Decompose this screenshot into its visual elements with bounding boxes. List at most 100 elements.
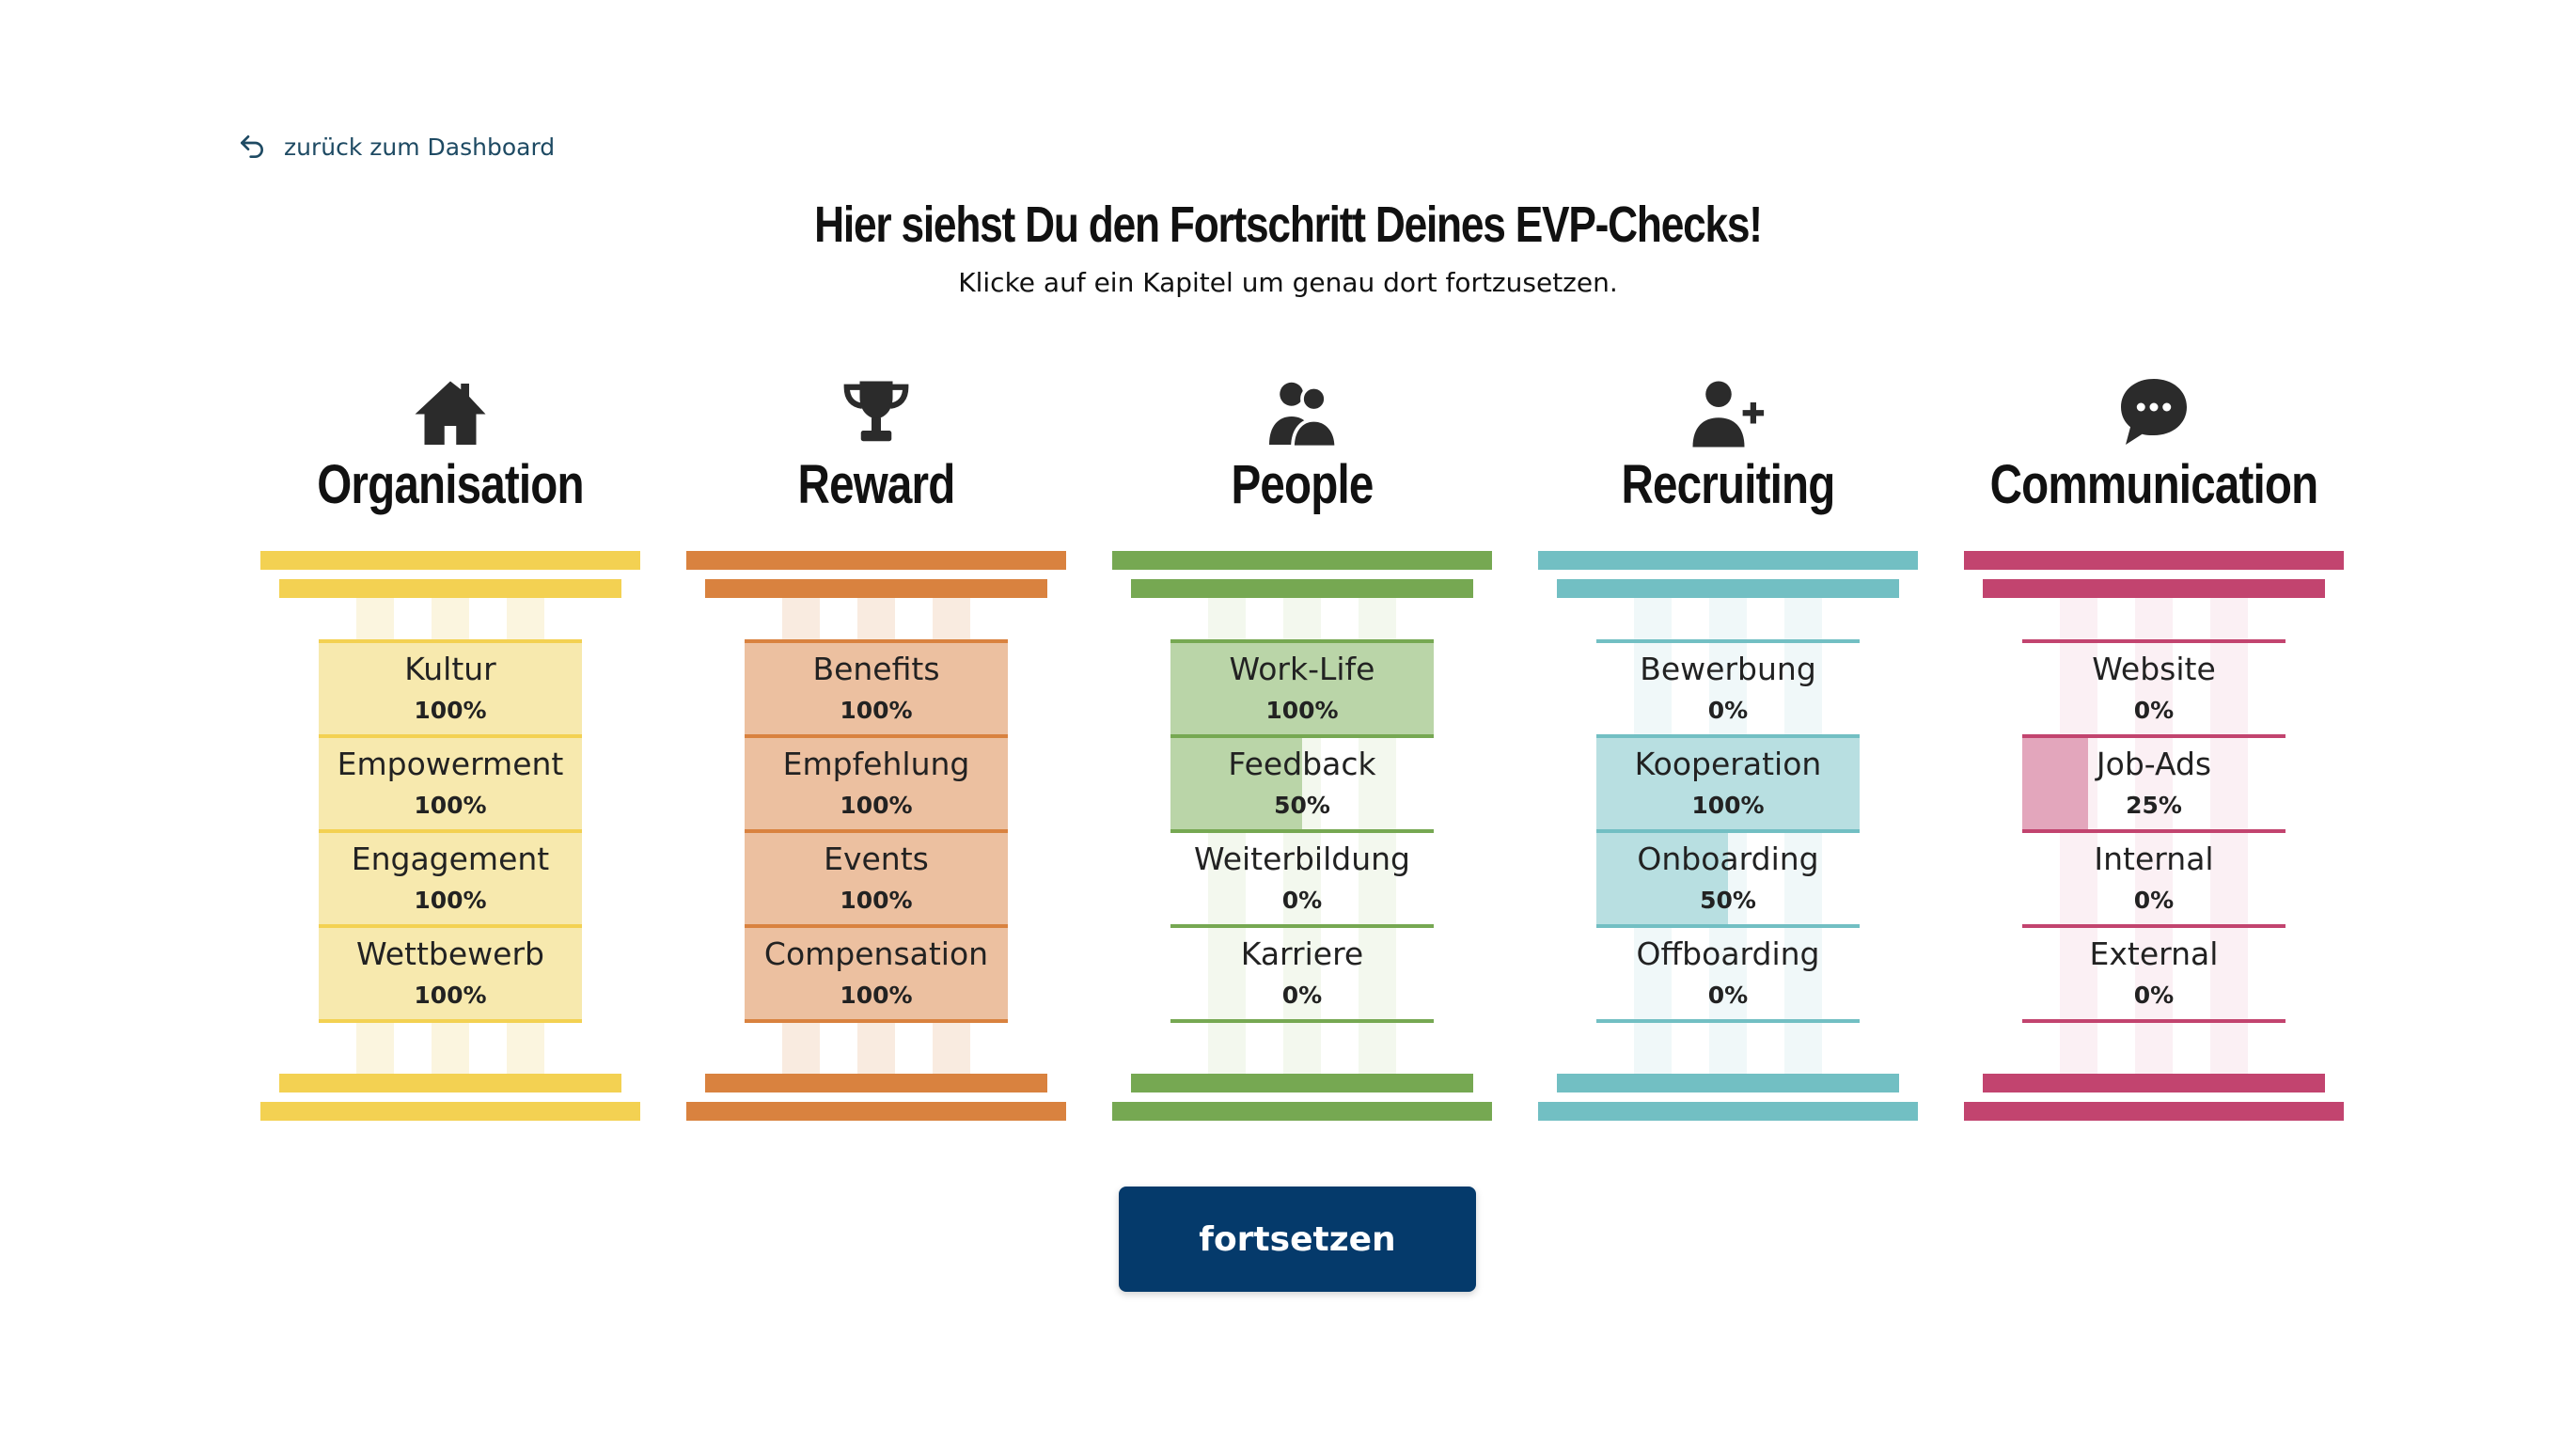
pillar-communication: Communication Website 0% Job-Ads 25% Int… [1964, 376, 2344, 1128]
chapter-progress: 0% [1281, 887, 1323, 914]
chapter-benefits[interactable]: Benefits 100% [745, 639, 1008, 734]
progress-fill [745, 833, 1008, 924]
chapter-progress: 0% [1707, 982, 1749, 1009]
base-bar [279, 1074, 621, 1092]
chapter-name: Bewerbung [1640, 651, 1816, 687]
chapter-progress: 50% [1274, 792, 1330, 819]
progress-fill [1596, 833, 1728, 924]
chapter-name: Website [2092, 651, 2216, 687]
chapter-external[interactable]: External 0% [2022, 924, 2285, 1023]
chapter-engagement[interactable]: Engagement 100% [319, 829, 582, 924]
chapter-name: Kooperation [1634, 746, 1822, 782]
progress-fill [319, 928, 582, 1019]
chapter-name: Benefits [812, 651, 940, 687]
chapter-progress: 0% [1281, 982, 1323, 1009]
chapter-empowerment[interactable]: Empowerment 100% [319, 734, 582, 829]
chapter-name: Empfehlung [782, 746, 970, 782]
chapter-job-ads[interactable]: Job-Ads 25% [2022, 734, 2285, 829]
home-icon [413, 376, 488, 448]
base-bar [1131, 1074, 1473, 1092]
progress-fill [1170, 738, 1302, 829]
chapter-onboarding[interactable]: Onboarding 50% [1596, 829, 1860, 924]
chapter-name: Work-Life [1229, 651, 1375, 687]
chapter-name: Feedback [1228, 746, 1376, 782]
pillar-title: Organisation [317, 454, 584, 515]
progress-fill [1596, 738, 1860, 829]
chapter-internal[interactable]: Internal 0% [2022, 829, 2285, 924]
capital-bar [1131, 579, 1473, 598]
chapter-progress: 100% [414, 792, 487, 819]
pillar-title: Recruiting [1621, 454, 1836, 515]
chapter-progress: 100% [414, 982, 487, 1009]
chapter-karriere[interactable]: Karriere 0% [1170, 924, 1434, 1023]
chapter-progress: 25% [2126, 792, 2182, 819]
chapter-progress: 50% [1700, 887, 1756, 914]
capital-bar [1557, 579, 1899, 598]
chapter-name: Onboarding [1637, 841, 1819, 877]
progress-fill [2022, 738, 2088, 829]
chat-bubble-icon [2116, 376, 2191, 448]
chapter-work-life[interactable]: Work-Life 100% [1170, 639, 1434, 734]
pillar-title: Communication [1989, 454, 2319, 515]
base-bar [1538, 1102, 1918, 1121]
chapter-events[interactable]: Events 100% [745, 829, 1008, 924]
capital-bar [1538, 551, 1918, 570]
chapter-name: External [2089, 935, 2219, 972]
chapter-name: Empowerment [337, 746, 564, 782]
chapter-empfehlung[interactable]: Empfehlung 100% [745, 734, 1008, 829]
chapter-wettbewerb[interactable]: Wettbewerb 100% [319, 924, 582, 1023]
chapter-progress: 100% [1691, 792, 1765, 819]
chapter-name: Offboarding [1636, 935, 1820, 972]
chapter-progress: 100% [840, 982, 913, 1009]
chapter-website[interactable]: Website 0% [2022, 639, 2285, 734]
page-subtitle: Klicke auf ein Kapitel um genau dort for… [958, 267, 1618, 298]
chapter-kooperation[interactable]: Kooperation 100% [1596, 734, 1860, 829]
chapter-name: Events [824, 841, 929, 877]
chapter-progress: 0% [2133, 887, 2175, 914]
chapter-bewerbung[interactable]: Bewerbung 0% [1596, 639, 1860, 734]
chapter-progress: 100% [840, 792, 913, 819]
chapter-feedback[interactable]: Feedback 50% [1170, 734, 1434, 829]
chapter-name: Engagement [351, 841, 550, 877]
back-link-label: zurück zum Dashboard [284, 133, 556, 161]
chapter-name: Wettbewerb [356, 935, 544, 972]
chapter-progress: 0% [2133, 697, 2175, 724]
progress-fill [745, 738, 1008, 829]
capital-bar [686, 551, 1066, 570]
progress-fill [745, 643, 1008, 734]
pillar-reward: Reward Benefits 100% Empfehlung 100% Eve… [686, 376, 1066, 1128]
chapter-kultur[interactable]: Kultur 100% [319, 639, 582, 734]
chapter-progress: 0% [1707, 697, 1749, 724]
page-title: Hier siehst Du den Fortschritt Deines EV… [814, 196, 1763, 253]
back-arrow-icon [240, 135, 263, 158]
chapter-compensation[interactable]: Compensation 100% [745, 924, 1008, 1023]
capital-bar [1983, 579, 2325, 598]
trophy-icon [839, 376, 914, 448]
chapter-name: Karriere [1240, 935, 1364, 972]
chapter-name: Job-Ads [2096, 746, 2212, 782]
base-bar [1964, 1102, 2344, 1121]
chapter-progress: 100% [840, 697, 913, 724]
chapter-progress: 100% [414, 697, 487, 724]
base-bar [1983, 1074, 2325, 1092]
base-bar [1557, 1074, 1899, 1092]
progress-fill [745, 928, 1008, 1019]
progress-fill [319, 738, 582, 829]
chapter-name: Kultur [404, 651, 496, 687]
base-bar [260, 1102, 640, 1121]
pillar-people: People Work-Life 100% Feedback 50% Weite… [1112, 376, 1492, 1128]
chapter-offboarding[interactable]: Offboarding 0% [1596, 924, 1860, 1023]
pillar-title: Reward [797, 454, 956, 515]
pillar-recruiting: Recruiting Bewerbung 0% Kooperation 100%… [1538, 376, 1918, 1128]
pillar-shaft [2022, 598, 2285, 1074]
base-bar [686, 1102, 1066, 1121]
back-to-dashboard-link[interactable]: zurück zum Dashboard [237, 128, 555, 165]
chapter-progress: 100% [414, 887, 487, 914]
chapter-name: Weiterbildung [1194, 841, 1410, 877]
chapter-weiterbildung[interactable]: Weiterbildung 0% [1170, 829, 1434, 924]
capital-bar [1112, 551, 1492, 570]
continue-button[interactable]: fortsetzen [1119, 1187, 1476, 1292]
progress-fill [319, 833, 582, 924]
capital-bar [705, 579, 1047, 598]
chapter-name: Compensation [763, 935, 989, 972]
